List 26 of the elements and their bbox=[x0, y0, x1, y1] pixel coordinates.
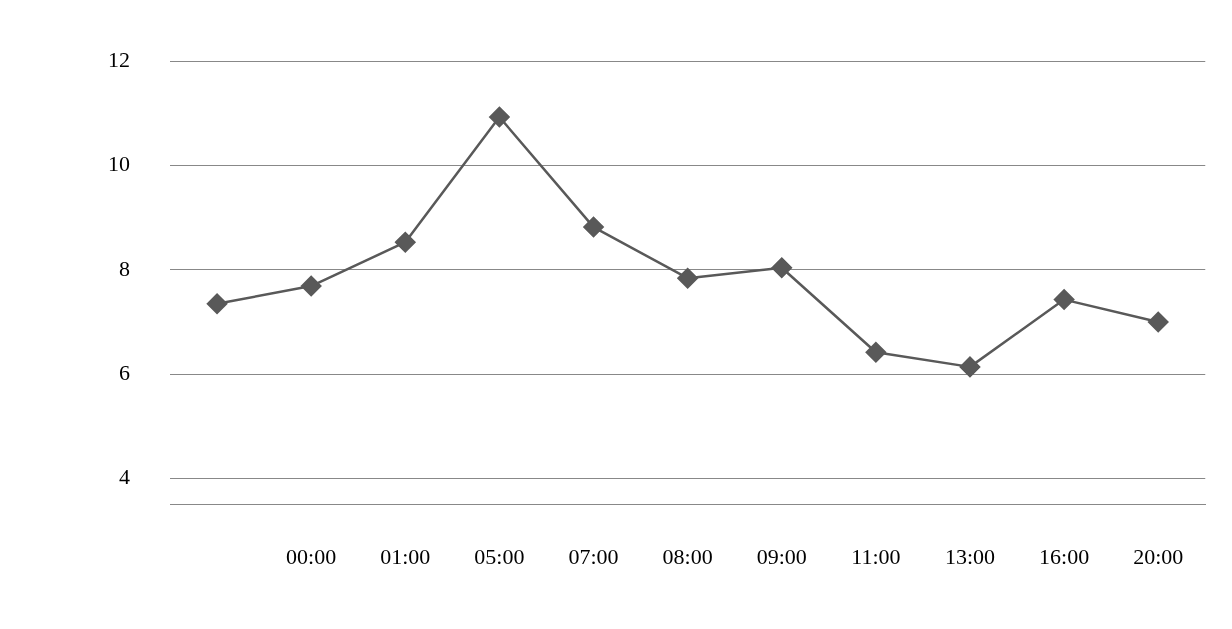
point bbox=[865, 342, 887, 363]
point bbox=[677, 267, 698, 289]
y-tick-label: 10 bbox=[108, 151, 130, 177]
y-tick-label: 6 bbox=[119, 359, 130, 385]
x-tick-label: 08:00 bbox=[662, 543, 713, 569]
point bbox=[583, 216, 604, 238]
point bbox=[206, 293, 228, 315]
x-tick-label: 20:00 bbox=[1133, 543, 1184, 569]
x-tick-label: 09:00 bbox=[756, 543, 807, 569]
x-tick-label: 16:00 bbox=[1039, 543, 1090, 569]
y-tick-label: 4 bbox=[119, 464, 130, 490]
x-tick-label: 11:00 bbox=[851, 543, 901, 569]
y-tick-label: 8 bbox=[119, 255, 130, 281]
x-tick-label: 00:00 bbox=[286, 543, 337, 569]
point bbox=[771, 257, 792, 279]
x-tick-label: 05:00 bbox=[474, 543, 525, 569]
x-tick-label: 07:00 bbox=[568, 543, 619, 569]
point bbox=[489, 106, 510, 128]
point bbox=[300, 275, 322, 297]
y-tick-label: 12 bbox=[108, 46, 130, 72]
point bbox=[395, 231, 416, 253]
point bbox=[959, 356, 981, 378]
x-tick-label: 01:00 bbox=[380, 543, 431, 569]
point bbox=[1147, 311, 1169, 333]
x-tick-label: 13:00 bbox=[944, 543, 996, 569]
point bbox=[1053, 289, 1075, 310]
